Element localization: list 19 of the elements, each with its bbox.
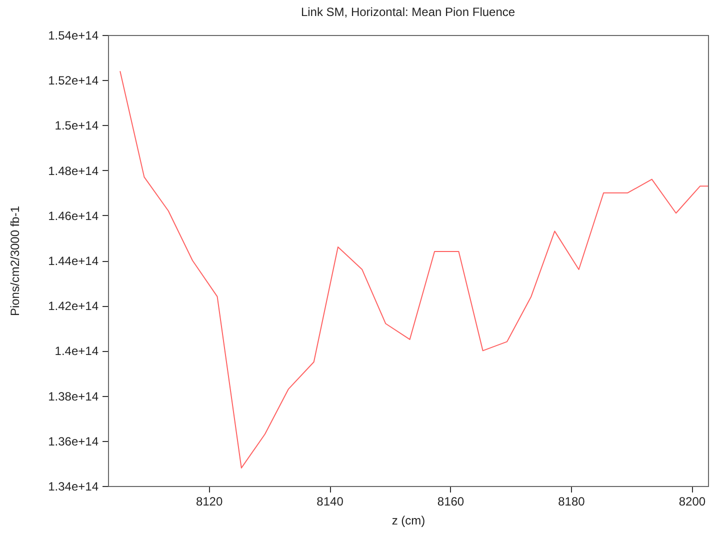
- y-tick-label: 1.34e+14: [48, 480, 99, 494]
- y-tick-label: 1.5e+14: [54, 118, 99, 133]
- y-tick-label: 1.42e+14: [48, 299, 99, 314]
- y-tick-label: 1.44e+14: [48, 254, 99, 268]
- chart-title: Link SM, Horizontal: Mean Pion Fluence: [300, 5, 516, 19]
- x-axis-title: z (cm): [392, 514, 426, 528]
- x-tick-label: 8160: [437, 494, 464, 508]
- x-tick-label: 8180: [558, 494, 586, 508]
- y-tick-label: 1.54e+14: [48, 28, 99, 42]
- y-tick-label: 1.38e+14: [48, 389, 99, 404]
- x-tick-label: 8120: [196, 494, 223, 508]
- y-tick-label: 1.36e+14: [48, 434, 99, 448]
- y-tick-label: 1.52e+14: [48, 74, 99, 88]
- y-tick-label: 1.48e+14: [48, 164, 99, 178]
- x-tick-label: 8200: [678, 494, 706, 508]
- y-tick-label: 1.46e+14: [48, 208, 99, 223]
- x-tick-label: 8140: [316, 494, 344, 508]
- y-axis-title: Pions/cm2/3000 fb-1: [8, 206, 22, 316]
- y-tick-label: 1.4e+14: [54, 344, 99, 358]
